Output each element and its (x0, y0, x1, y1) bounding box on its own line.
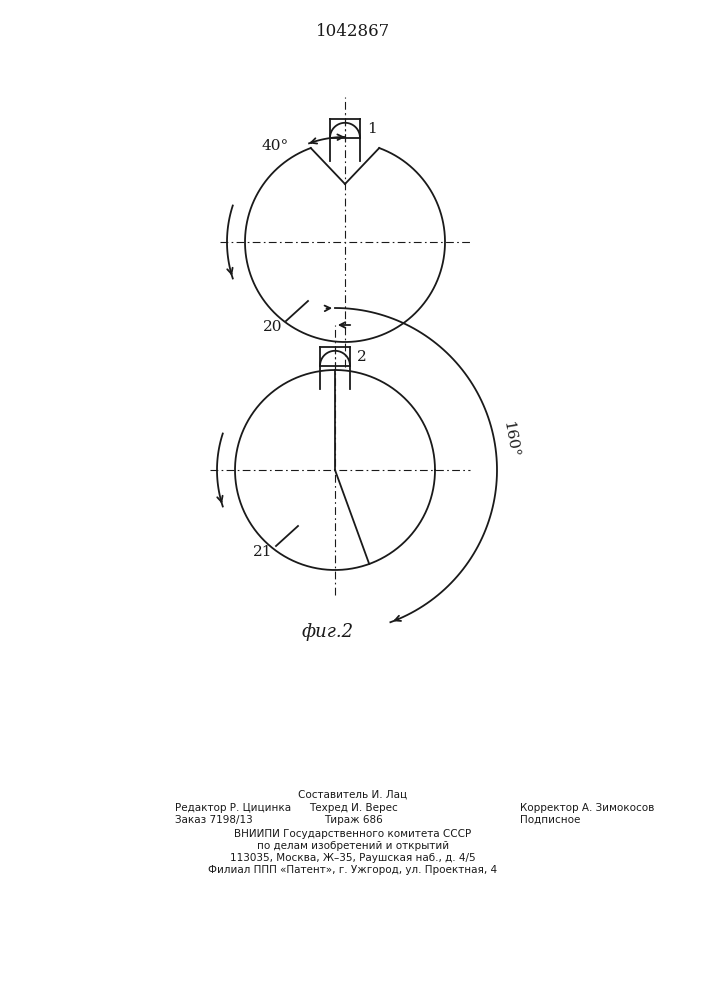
Text: Корректор А. Зимокосов: Корректор А. Зимокосов (520, 803, 655, 813)
Text: Редактор Р. Цицинка: Редактор Р. Цицинка (175, 803, 291, 813)
Text: 40°: 40° (262, 139, 289, 153)
Text: 21: 21 (252, 545, 272, 559)
Text: 2: 2 (357, 350, 367, 364)
Text: Составитель И. Лац: Составитель И. Лац (298, 790, 407, 800)
Text: Филиал ППП «Патент», г. Ужгород, ул. Проектная, 4: Филиал ППП «Патент», г. Ужгород, ул. Про… (209, 865, 498, 875)
Text: 1042867: 1042867 (316, 23, 390, 40)
Text: по делам изобретений и открытий: по делам изобретений и открытий (257, 841, 449, 851)
Text: фиг.2: фиг.2 (302, 623, 354, 641)
Text: Техред И. Верес: Техред И. Верес (309, 803, 397, 813)
Text: Тираж 686: Тираж 686 (324, 815, 382, 825)
Text: 20: 20 (262, 320, 282, 334)
Text: ВНИИПИ Государственного комитета СССР: ВНИИПИ Государственного комитета СССР (235, 829, 472, 839)
Text: Заказ 7198/13: Заказ 7198/13 (175, 815, 252, 825)
Text: 160°: 160° (500, 420, 520, 459)
Text: Подписное: Подписное (520, 815, 580, 825)
Text: 113035, Москва, Ж–35, Раушская наб., д. 4/5: 113035, Москва, Ж–35, Раушская наб., д. … (230, 853, 476, 863)
Text: 1: 1 (367, 122, 377, 136)
